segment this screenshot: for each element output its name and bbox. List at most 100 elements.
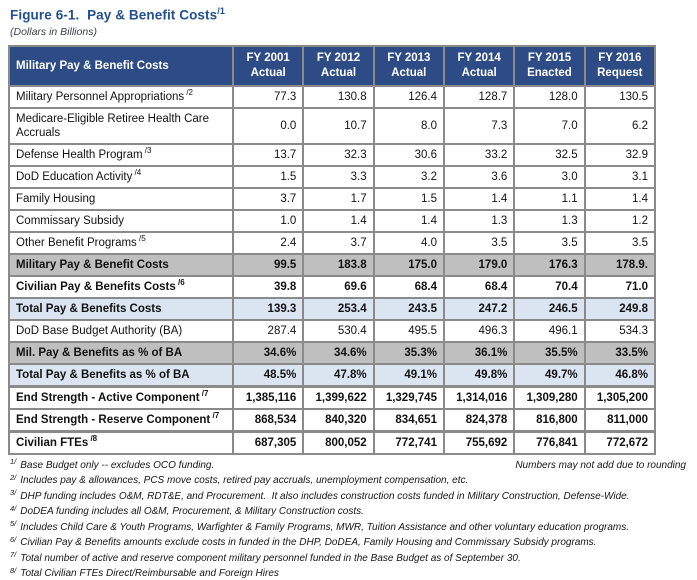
- cell-value: 10.7: [303, 108, 373, 144]
- footnote-text: Base Budget only -- excludes OCO funding…: [20, 460, 214, 472]
- table-header: Military Pay & Benefit Costs FY 2001 Act…: [9, 46, 655, 86]
- cell-value: 3.5: [444, 232, 514, 254]
- cell-value: 6.2: [585, 108, 655, 144]
- footnote-text: Includes Child Care & Youth Programs, Wa…: [20, 522, 629, 534]
- cell-value: 46.8%: [585, 364, 655, 387]
- row-footnote-ref: /6: [176, 278, 185, 287]
- row-label: Total Pay & Benefits as % of BA: [9, 364, 233, 387]
- footnote-marker: 1/: [10, 456, 16, 468]
- cell-value: 128.7: [444, 86, 514, 108]
- cell-value: 13.7: [233, 144, 303, 166]
- cell-value: 496.3: [444, 320, 514, 342]
- figure-title: Figure 6-1. Pay & Benefit Costs/1: [8, 6, 697, 23]
- cell-value: 811,000: [585, 409, 655, 432]
- cell-value: 3.3: [303, 166, 373, 188]
- row-label: Civilian FTEs /8: [9, 431, 233, 454]
- footnote-text: DHP funding includes O&M, RDT&E, and Pro…: [20, 491, 629, 503]
- table-row: Medicare-Eligible Retiree Health Care Ac…: [9, 108, 655, 144]
- footnote-item: 3/DHP funding includes O&M, RDT&E, and P…: [10, 491, 692, 503]
- row-label: Commissary Subsidy: [9, 210, 233, 232]
- footnote-marker: 4/: [10, 503, 16, 515]
- footnote-item: 8/Total Civilian FTEs Direct/Reimbursabl…: [10, 568, 692, 580]
- row-label-text: Other Benefit Programs: [16, 237, 137, 249]
- footnote-item: 2/Includes pay & allowances, PCS move co…: [10, 475, 692, 487]
- cell-value: 130.8: [303, 86, 373, 108]
- cell-value: 4.0: [374, 232, 444, 254]
- row-label-text: Commissary Subsidy: [16, 215, 124, 227]
- cell-value: 32.5: [514, 144, 584, 166]
- row-label: Civilian Pay & Benefits Costs /6: [9, 276, 233, 298]
- cell-value: 35.3%: [374, 342, 444, 364]
- cell-value: 71.0: [585, 276, 655, 298]
- cell-value: 1.3: [514, 210, 584, 232]
- cell-value: 1,309,280: [514, 386, 584, 409]
- cell-value: 33.2: [444, 144, 514, 166]
- row-label: DoD Education Activity /4: [9, 166, 233, 188]
- cell-value: 534.3: [585, 320, 655, 342]
- row-label: Medicare-Eligible Retiree Health Care Ac…: [9, 108, 233, 144]
- cell-value: 1,314,016: [444, 386, 514, 409]
- cell-value: 32.9: [585, 144, 655, 166]
- row-footnote-ref: /5: [137, 234, 146, 243]
- cell-value: 530.4: [303, 320, 373, 342]
- footnote-item: 7/Total number of active and reserve com…: [10, 553, 692, 565]
- row-label-text: Mil. Pay & Benefits as % of BA: [16, 347, 182, 359]
- column-header-fy-2016: FY 2016 Request: [585, 46, 655, 86]
- footnotes: 1/Base Budget only -- excludes OCO fundi…: [8, 460, 692, 580]
- row-footnote-ref: /2: [184, 88, 193, 97]
- cell-value: 32.3: [303, 144, 373, 166]
- cell-value: 69.6: [303, 276, 373, 298]
- row-footnote-ref: /7: [210, 411, 219, 420]
- row-label-text: DoD Education Activity: [16, 171, 132, 183]
- row-label: Family Housing: [9, 188, 233, 210]
- cell-value: 287.4: [233, 320, 303, 342]
- cell-value: 1.4: [444, 188, 514, 210]
- row-label: DoD Base Budget Authority (BA): [9, 320, 233, 342]
- cell-value: 3.7: [303, 232, 373, 254]
- cell-value: 1.2: [585, 210, 655, 232]
- column-header-row-labels: Military Pay & Benefit Costs: [9, 46, 233, 86]
- cell-value: 834,651: [374, 409, 444, 432]
- column-header-fy-2015: FY 2015 Enacted: [514, 46, 584, 86]
- row-footnote-ref: /8: [88, 434, 97, 443]
- cell-value: 3.5: [585, 232, 655, 254]
- footnote-marker: 8/: [10, 565, 16, 577]
- row-label-text: Civilian FTEs: [16, 437, 88, 449]
- cell-value: 1,385,116: [233, 386, 303, 409]
- footnote-marker: 5/: [10, 518, 16, 530]
- table-header-row: Military Pay & Benefit Costs FY 2001 Act…: [9, 46, 655, 86]
- footnote-item: 5/Includes Child Care & Youth Programs, …: [10, 522, 692, 534]
- figure-title-text: Figure 6-1. Pay & Benefit Costs: [10, 8, 217, 23]
- row-label: Defense Health Program /3: [9, 144, 233, 166]
- cell-value: 8.0: [374, 108, 444, 144]
- footnote-text: Total Civilian FTEs Direct/Reimbursable …: [20, 568, 279, 580]
- cell-value: 247.2: [444, 298, 514, 320]
- cell-value: 77.3: [233, 86, 303, 108]
- cell-value: 99.5: [233, 254, 303, 276]
- row-label: Mil. Pay & Benefits as % of BA: [9, 342, 233, 364]
- row-footnote-ref: /3: [143, 146, 152, 155]
- footnote-text: DoDEA funding includes all O&M, Procurem…: [20, 506, 364, 518]
- figure-title-footnote-ref: /1: [217, 6, 225, 16]
- row-label-text: Defense Health Program: [16, 149, 143, 161]
- pay-benefit-costs-table: Military Pay & Benefit Costs FY 2001 Act…: [8, 45, 656, 455]
- cell-value: 1.1: [514, 188, 584, 210]
- cell-value: 130.5: [585, 86, 655, 108]
- cell-value: 249.8: [585, 298, 655, 320]
- row-footnote-ref: /4: [132, 168, 141, 177]
- cell-value: 2.4: [233, 232, 303, 254]
- cell-value: 176.3: [514, 254, 584, 276]
- column-header-fy-2013: FY 2013 Actual: [374, 46, 444, 86]
- column-header-fy-2012: FY 2012 Actual: [303, 46, 373, 86]
